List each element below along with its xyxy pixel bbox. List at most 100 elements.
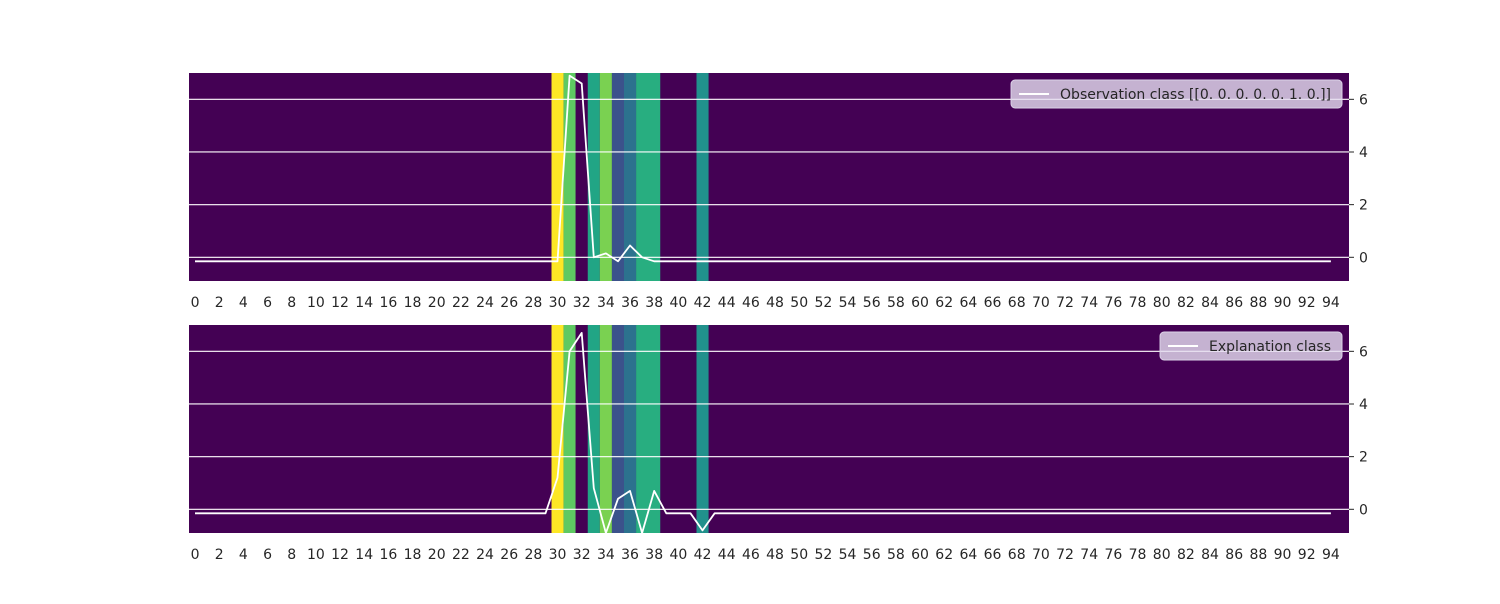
heatmap-cell-31 [564,73,576,281]
x-tick-label: 70 [1032,295,1050,311]
x-tick-label: 86 [1225,295,1243,311]
x-tick-label: 50 [790,295,808,311]
y-tick-label: 4 [1359,397,1368,413]
x-tick-label: 52 [814,295,832,311]
x-tick-label: 68 [1008,295,1026,311]
x-tick-label: 26 [500,547,518,563]
x-tick-label: 76 [1104,547,1122,563]
x-tick-label: 80 [1153,295,1171,311]
x-tick-label: 46 [742,547,760,563]
x-tick-label: 38 [645,547,663,563]
heatmap-cell-42 [697,325,709,533]
x-tick-label: 8 [287,547,296,563]
x-tick-label: 64 [959,547,977,563]
x-tick-label: 26 [500,295,518,311]
x-tick-label: 44 [718,547,736,563]
x-tick-label: 46 [742,295,760,311]
x-tick-label: 74 [1080,295,1098,311]
x-tick-label: 28 [524,547,542,563]
x-tick-label: 32 [573,547,591,563]
x-tick-label: 90 [1274,295,1292,311]
x-tick-label: 88 [1249,547,1267,563]
x-tick-label: 64 [959,295,977,311]
x-tick-label: 82 [1177,295,1195,311]
x-tick-label: 84 [1201,547,1219,563]
y-tick-label: 0 [1359,502,1368,518]
x-tick-label: 82 [1177,547,1195,563]
x-tick-label: 54 [839,547,857,563]
x-tick-label: 78 [1129,547,1147,563]
x-tick-label: 36 [621,547,639,563]
x-tick-label: 56 [863,295,881,311]
x-tick-label: 20 [428,295,446,311]
x-tick-label: 4 [239,295,248,311]
x-tick-label: 22 [452,295,470,311]
x-tick-label: 14 [355,547,373,563]
x-tick-label: 12 [331,295,349,311]
x-tick-label: 2 [215,547,224,563]
x-tick-label: 62 [935,295,953,311]
x-tick-label: 86 [1225,547,1243,563]
x-tick-label: 78 [1129,295,1147,311]
x-tick-label: 42 [694,295,712,311]
x-tick-label: 60 [911,547,929,563]
x-tick-label: 2 [215,295,224,311]
x-tick-label: 72 [1056,547,1074,563]
x-tick-label: 52 [814,547,832,563]
x-tick-label: 74 [1080,547,1098,563]
x-tick-label: 88 [1249,295,1267,311]
x-tick-label: 92 [1298,547,1316,563]
y-tick-label: 6 [1359,92,1368,108]
x-tick-label: 80 [1153,547,1171,563]
x-tick-label: 18 [404,295,422,311]
heatmap-cell-32 [576,73,588,281]
x-tick-label: 62 [935,547,953,563]
x-tick-label: 34 [597,547,615,563]
heatmap-cell-34 [600,325,612,533]
x-tick-label: 48 [766,295,784,311]
x-tick-label: 16 [379,547,397,563]
x-tick-label: 28 [524,295,542,311]
x-tick-label: 6 [263,547,272,563]
x-tick-label: 24 [476,547,494,563]
x-tick-label: 30 [549,547,567,563]
x-tick-label: 66 [984,295,1002,311]
heatmap-cell-37 [636,73,660,281]
x-tick-label: 40 [669,295,687,311]
x-tick-label: 10 [307,295,325,311]
x-tick-label: 0 [191,547,200,563]
heatmap-cell-37 [636,325,660,533]
x-tick-label: 94 [1322,295,1340,311]
legend-label: Explanation class [1209,339,1331,355]
x-tick-label: 42 [694,547,712,563]
x-tick-label: 70 [1032,547,1050,563]
x-tick-label: 44 [718,295,736,311]
x-tick-label: 54 [839,295,857,311]
x-tick-label: 84 [1201,295,1219,311]
heatmap-cell-34 [600,73,612,281]
heatmap-cell-42 [697,73,709,281]
x-tick-label: 94 [1322,547,1340,563]
y-tick-label: 0 [1359,250,1368,266]
x-tick-label: 24 [476,295,494,311]
x-tick-label: 8 [287,295,296,311]
x-tick-label: 50 [790,547,808,563]
x-tick-label: 34 [597,295,615,311]
x-tick-label: 16 [379,295,397,311]
legend: Observation class [[0. 0. 0. 0. 0. 1. 0.… [1011,80,1342,108]
legend-label: Observation class [[0. 0. 0. 0. 0. 1. 0.… [1060,87,1331,103]
x-tick-label: 12 [331,547,349,563]
heatmap-cell-32 [576,325,588,533]
x-tick-label: 58 [887,547,905,563]
x-tick-label: 4 [239,547,248,563]
legend: Explanation class [1160,332,1342,360]
x-tick-label: 72 [1056,295,1074,311]
x-tick-label: 18 [404,547,422,563]
x-tick-label: 0 [191,295,200,311]
x-tick-label: 48 [766,547,784,563]
x-tick-label: 58 [887,295,905,311]
